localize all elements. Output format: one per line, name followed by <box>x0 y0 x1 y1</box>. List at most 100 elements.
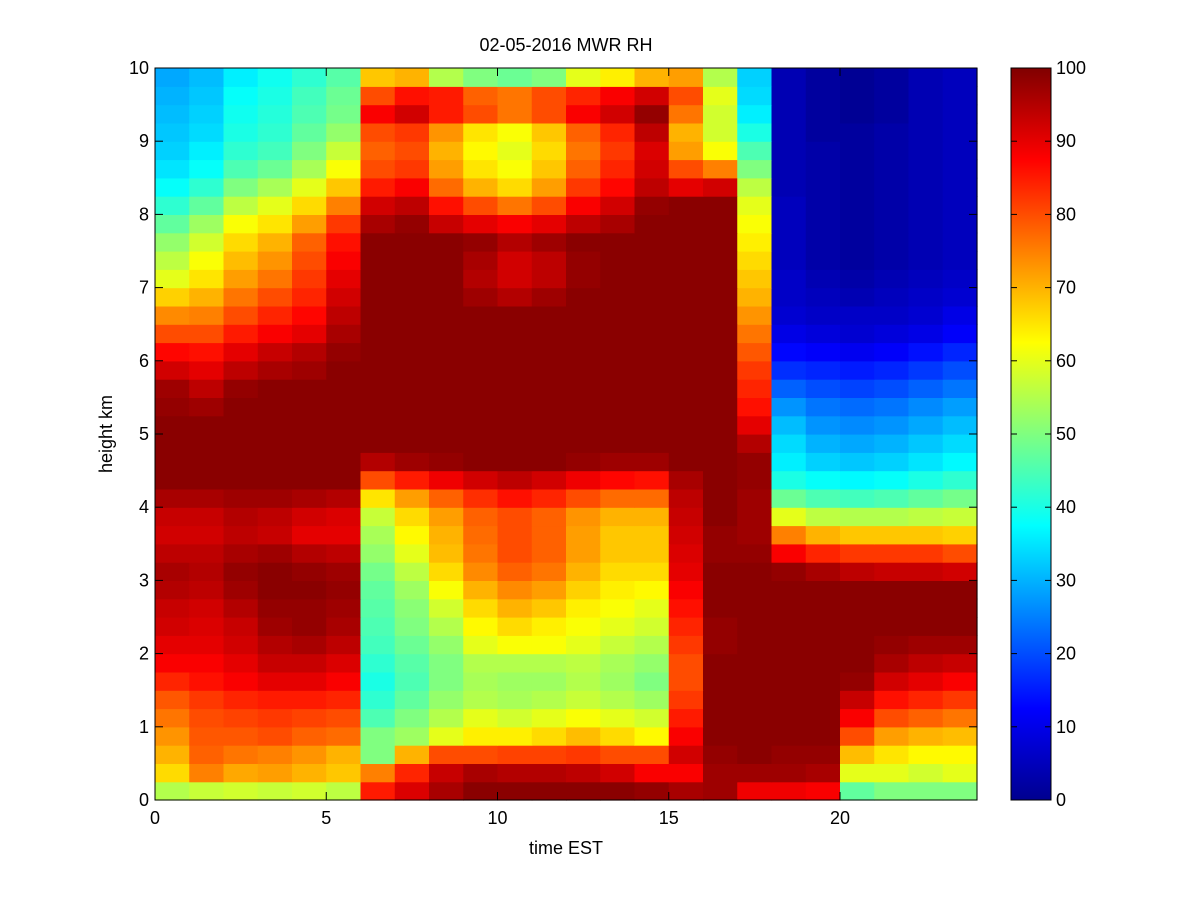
heatmap-cell <box>292 617 327 636</box>
heatmap-cell <box>600 708 636 728</box>
heatmap-cell <box>566 525 601 545</box>
heatmap-cell <box>668 452 704 472</box>
y-tick-label: 1 <box>139 717 149 737</box>
heatmap-cell <box>737 543 773 563</box>
heatmap-cell <box>394 269 430 289</box>
heatmap-cell <box>223 434 259 453</box>
heatmap-cell <box>463 635 499 655</box>
heatmap-cell <box>703 251 738 270</box>
heatmap-cell <box>155 360 190 380</box>
heatmap-cell <box>360 726 396 746</box>
heatmap-cell <box>703 580 738 600</box>
heatmap-cell <box>908 653 944 673</box>
heatmap-cell <box>394 543 430 563</box>
heatmap-cell <box>326 470 362 490</box>
colorbar-tick-label: 80 <box>1056 204 1076 224</box>
heatmap-cell <box>634 488 670 508</box>
heatmap-cell <box>497 86 533 106</box>
heatmap-cell <box>531 452 567 472</box>
heatmap-cell <box>360 232 396 252</box>
heatmap-cell <box>942 726 978 746</box>
heatmap-cell <box>394 726 430 746</box>
heatmap-cell <box>703 232 738 252</box>
heatmap-cell <box>360 598 396 618</box>
heatmap-cell <box>155 104 190 124</box>
heatmap-cell <box>634 671 670 691</box>
heatmap-cell <box>189 434 225 453</box>
heatmap-cell <box>737 397 773 417</box>
heatmap-cell <box>874 397 910 417</box>
heatmap-cell <box>531 525 567 545</box>
heatmap-cell <box>874 452 910 472</box>
heatmap-cell <box>566 598 601 618</box>
heatmap-cell <box>292 86 327 106</box>
heatmap-cell <box>292 507 327 527</box>
heatmap-cell <box>703 763 738 783</box>
heatmap-cell <box>668 562 704 581</box>
heatmap-cell <box>531 708 567 728</box>
y-tick-label: 5 <box>139 424 149 444</box>
heatmap-cell <box>771 763 807 783</box>
heatmap-cell <box>429 690 464 710</box>
heatmap-cell <box>257 177 293 197</box>
heatmap-cell <box>292 177 327 197</box>
heatmap-cell <box>737 86 773 106</box>
heatmap-cell <box>257 196 293 215</box>
heatmap-cell <box>566 141 601 161</box>
heatmap-cell <box>805 324 841 344</box>
heatmap-cell <box>737 415 773 435</box>
heatmap-cell <box>189 397 225 417</box>
heatmap-cell <box>805 653 841 673</box>
heatmap-cell <box>360 342 396 362</box>
heatmap-cell <box>668 708 704 728</box>
heatmap-cell <box>326 598 362 618</box>
heatmap-cell <box>874 763 910 783</box>
heatmap-cell <box>155 397 190 417</box>
heatmap-cell <box>394 562 430 581</box>
heatmap-cell <box>908 562 944 581</box>
heatmap-cell <box>360 196 396 215</box>
heatmap-cell <box>600 68 636 87</box>
heatmap-cell <box>805 415 841 435</box>
heatmap-cell <box>771 324 807 344</box>
heatmap-cell <box>703 635 738 655</box>
heatmap-cell <box>634 379 670 398</box>
heatmap-cell <box>360 141 396 161</box>
heatmap-cell <box>497 708 533 728</box>
heatmap-cell <box>257 781 293 801</box>
heatmap-cell <box>531 745 567 764</box>
heatmap-cell <box>874 690 910 710</box>
heatmap-cell <box>840 726 875 746</box>
heatmap-cell <box>668 342 704 362</box>
heatmap-cell <box>634 452 670 472</box>
heatmap-cell <box>497 305 533 325</box>
heatmap-cell <box>771 434 807 453</box>
heatmap-cell <box>223 196 259 215</box>
heatmap-cell <box>566 232 601 252</box>
heatmap-cell <box>942 507 978 527</box>
heatmap-cell <box>566 342 601 362</box>
heatmap-cell <box>771 68 807 87</box>
heatmap-cell <box>668 745 704 764</box>
heatmap-cell <box>908 214 944 234</box>
heatmap-cell <box>326 68 362 87</box>
heatmap-cell <box>497 543 533 563</box>
heatmap-cell <box>805 379 841 398</box>
heatmap-cell <box>189 159 225 179</box>
heatmap-cell <box>600 86 636 106</box>
heatmap-cell <box>360 214 396 234</box>
heatmap-cell <box>566 562 601 581</box>
heatmap-cell <box>874 86 910 106</box>
heatmap-cell <box>394 214 430 234</box>
heatmap-cell <box>908 781 944 801</box>
heatmap-cell <box>360 781 396 801</box>
heatmap-cell <box>840 177 875 197</box>
heatmap-cell <box>668 653 704 673</box>
heatmap-cell <box>805 470 841 490</box>
heatmap-cell <box>394 397 430 417</box>
heatmap-cell <box>257 269 293 289</box>
heatmap-cell <box>429 580 464 600</box>
heatmap-cell <box>908 196 944 215</box>
heatmap-cell <box>840 488 875 508</box>
